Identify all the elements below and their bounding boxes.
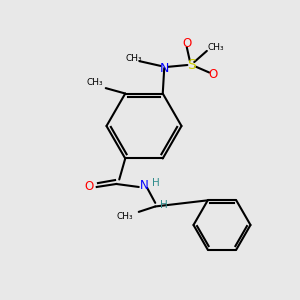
Text: CH₃: CH₃ [208,43,224,52]
Text: CH₃: CH₃ [126,54,142,63]
Text: S: S [187,58,196,72]
Text: O: O [85,181,94,194]
Text: O: O [182,37,191,50]
Text: CH₃: CH₃ [86,78,103,87]
Text: H: H [152,178,160,188]
Text: N: N [140,179,148,192]
Text: CH₃: CH₃ [117,212,134,221]
Text: H: H [160,200,167,210]
Text: N: N [160,61,169,74]
Text: O: O [208,68,218,80]
